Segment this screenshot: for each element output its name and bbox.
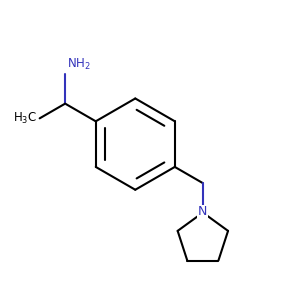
Text: H$_3$C: H$_3$C: [13, 111, 37, 126]
Text: N: N: [198, 206, 208, 219]
Text: NH$_2$: NH$_2$: [67, 57, 90, 72]
Text: N: N: [198, 206, 208, 218]
